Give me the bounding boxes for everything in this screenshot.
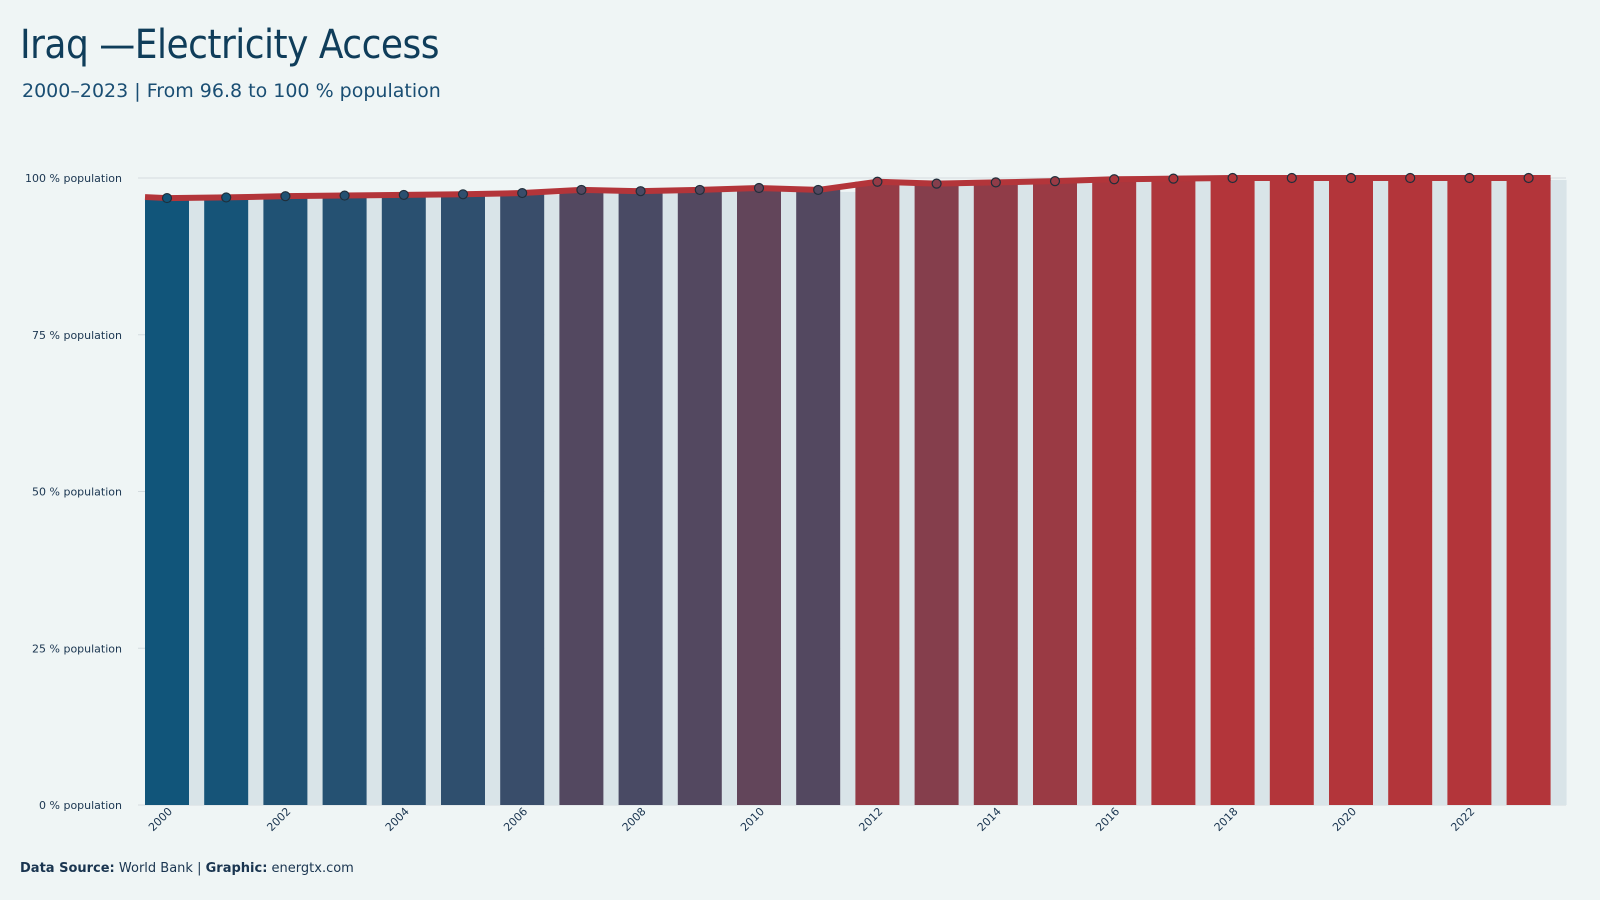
shadow-bar bbox=[840, 191, 857, 806]
bar bbox=[1447, 178, 1492, 805]
data-point bbox=[517, 187, 528, 199]
bar bbox=[1329, 178, 1373, 805]
shadow-bar bbox=[1432, 180, 1449, 805]
x-tick-label: 2010 bbox=[738, 805, 767, 834]
data-point bbox=[1049, 176, 1061, 187]
data-point bbox=[931, 178, 942, 189]
data-point bbox=[1168, 173, 1179, 184]
bar bbox=[1388, 178, 1433, 805]
shadow-bar bbox=[1254, 180, 1271, 805]
y-tick-label: 100 % population bbox=[25, 172, 122, 185]
data-point bbox=[753, 182, 765, 194]
data-point bbox=[1405, 172, 1416, 184]
bar bbox=[1269, 178, 1314, 805]
data-point bbox=[990, 177, 1001, 188]
x-tick-label: 2000 bbox=[146, 805, 175, 834]
trend-line bbox=[144, 175, 1551, 202]
source-value: World Bank bbox=[118, 861, 193, 876]
bar bbox=[796, 189, 841, 806]
data-point bbox=[1227, 172, 1238, 184]
shadow-bar bbox=[958, 185, 975, 805]
x-tick-label: 2018 bbox=[1212, 805, 1241, 834]
shadow-bar bbox=[781, 190, 797, 806]
shadow-bar bbox=[721, 191, 738, 806]
bar bbox=[441, 194, 485, 805]
y-tick-label: 75 % population bbox=[32, 329, 122, 342]
y-tick-label: 50 % population bbox=[32, 486, 122, 499]
graphic-value: energtx.com bbox=[271, 861, 354, 876]
shadow-bar bbox=[425, 196, 442, 805]
x-tick-label: 2016 bbox=[1093, 805, 1122, 834]
shadow-bar bbox=[248, 199, 265, 805]
y-tick-label: 0 % population bbox=[39, 799, 122, 812]
bar bbox=[855, 181, 900, 806]
data-point bbox=[576, 184, 587, 196]
shadow-bar bbox=[1550, 180, 1567, 805]
data-point bbox=[694, 184, 705, 196]
bar bbox=[381, 194, 426, 805]
shadow-bar bbox=[1077, 183, 1093, 805]
chart-title: Iraq —Electricity Access bbox=[20, 22, 440, 68]
footer-separator: | bbox=[197, 861, 202, 876]
data-point bbox=[398, 189, 409, 201]
shadow-bar bbox=[1017, 184, 1034, 805]
shadow-bar bbox=[1195, 180, 1212, 805]
data-point bbox=[161, 192, 173, 204]
data-point bbox=[457, 189, 469, 200]
data-point bbox=[1286, 172, 1297, 184]
shadow-bar bbox=[189, 200, 205, 806]
bar bbox=[322, 195, 367, 805]
bar bbox=[1092, 179, 1137, 805]
x-tick-label: 2002 bbox=[264, 805, 293, 834]
chart-subtitle: 2000–2023 | From 96.8 to 100 % populatio… bbox=[22, 80, 441, 102]
data-point bbox=[1345, 172, 1357, 184]
bar bbox=[263, 196, 308, 806]
bar bbox=[914, 183, 959, 805]
x-tick-label: 2014 bbox=[975, 805, 1004, 834]
x-tick-label: 2022 bbox=[1448, 805, 1477, 834]
bar bbox=[1210, 178, 1255, 805]
source-label: Data Source: bbox=[20, 861, 115, 876]
shadow-bar bbox=[366, 197, 383, 805]
shadow-bar bbox=[603, 191, 620, 806]
bar bbox=[1151, 178, 1196, 805]
shadow-bar bbox=[485, 196, 501, 805]
x-tick-label: 2006 bbox=[501, 805, 530, 834]
x-tick-label: 2008 bbox=[620, 805, 649, 834]
data-point bbox=[1523, 172, 1534, 184]
bar bbox=[677, 189, 722, 806]
bar bbox=[145, 198, 189, 806]
bar bbox=[559, 189, 604, 806]
x-tick-label: 2012 bbox=[856, 805, 885, 834]
bar bbox=[204, 197, 249, 805]
data-point bbox=[813, 184, 824, 196]
data-point bbox=[635, 186, 646, 197]
shadow-bar bbox=[1313, 180, 1330, 805]
shadow-bar bbox=[1491, 180, 1508, 805]
data-point bbox=[221, 192, 232, 203]
bar bbox=[500, 193, 545, 806]
shadow-bar bbox=[899, 183, 916, 806]
graphic-label: Graphic: bbox=[205, 861, 268, 876]
data-point bbox=[339, 190, 350, 201]
shadow-bar bbox=[544, 195, 561, 806]
data-point bbox=[872, 176, 883, 187]
shadow-bar bbox=[662, 193, 679, 806]
bar bbox=[737, 188, 781, 806]
data-point bbox=[1109, 174, 1120, 185]
x-tick-label: 2020 bbox=[1330, 805, 1359, 834]
bar bbox=[1506, 178, 1551, 805]
data-point bbox=[280, 191, 291, 202]
bar bbox=[618, 191, 663, 806]
x-tick-label: 2004 bbox=[383, 805, 412, 834]
bar bbox=[973, 182, 1018, 805]
footer-credits: Data Source: World Bank | Graphic: energ… bbox=[20, 861, 354, 876]
data-point bbox=[1464, 172, 1475, 184]
shadow-bar bbox=[1136, 181, 1153, 805]
bar bbox=[1033, 181, 1077, 805]
y-tick-label: 25 % population bbox=[32, 642, 122, 655]
shadow-bar bbox=[307, 198, 324, 806]
shadow-bar bbox=[1373, 180, 1389, 805]
